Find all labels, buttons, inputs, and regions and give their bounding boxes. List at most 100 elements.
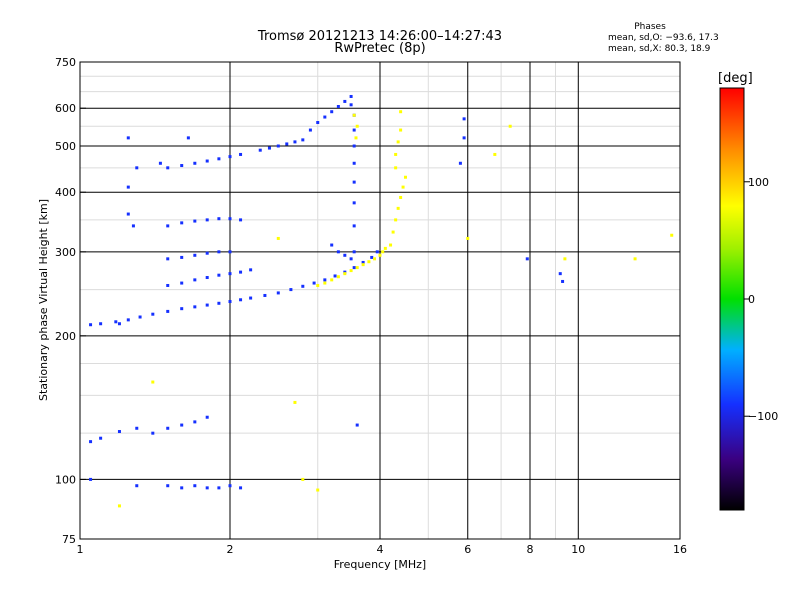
- o-mode-point: [352, 224, 356, 228]
- o-mode-point: [276, 291, 280, 295]
- colorbar-tick-label: −100: [748, 410, 778, 423]
- x-mode-point: [383, 246, 387, 250]
- x-mode-point: [508, 124, 512, 128]
- chart-title: Tromsø 20121213 14:26:00–14:27:43: [257, 29, 503, 44]
- o-mode-point: [349, 257, 353, 261]
- y-tick-label: 600: [55, 102, 76, 115]
- x-tick-label: 8: [527, 543, 534, 556]
- o-mode-point: [114, 320, 118, 324]
- o-mode-point: [228, 250, 232, 254]
- o-mode-point: [166, 224, 170, 228]
- x-mode-point: [323, 281, 327, 285]
- x-mode-point: [381, 250, 385, 254]
- x-mode-point: [352, 113, 356, 117]
- o-mode-point: [166, 257, 170, 261]
- o-mode-point: [180, 307, 184, 311]
- x-mode-point: [493, 152, 497, 156]
- o-mode-point: [285, 142, 289, 146]
- stats-x-line: mean, sd,X: 80.3, 18.9: [608, 44, 711, 54]
- x-mode-point: [401, 185, 405, 189]
- y-tick-label: 500: [55, 140, 76, 153]
- x-tick-label: 6: [464, 543, 471, 556]
- o-mode-point: [126, 318, 130, 322]
- x-tick-label: 10: [571, 543, 585, 556]
- x-mode-point: [389, 243, 393, 247]
- o-mode-point: [205, 303, 209, 307]
- o-mode-point: [217, 250, 221, 254]
- o-mode-point: [217, 486, 221, 490]
- o-mode-point: [151, 312, 155, 316]
- o-mode-point: [205, 415, 209, 419]
- y-tick-label: 75: [62, 533, 76, 546]
- o-mode-point: [343, 253, 347, 257]
- o-mode-point: [301, 138, 305, 142]
- o-mode-point: [89, 323, 93, 327]
- o-mode-point: [126, 212, 130, 216]
- o-mode-point: [217, 273, 221, 277]
- o-mode-point: [301, 284, 305, 288]
- o-mode-point: [131, 224, 135, 228]
- o-mode-point: [352, 266, 356, 270]
- o-mode-point: [180, 423, 184, 427]
- o-mode-point: [126, 136, 130, 140]
- x-mode-point: [355, 266, 359, 270]
- o-mode-point: [193, 161, 197, 165]
- o-mode-point: [323, 115, 327, 119]
- o-mode-point: [558, 272, 562, 276]
- o-mode-point: [205, 251, 209, 255]
- o-mode-point: [228, 300, 232, 304]
- y-tick-label: 300: [55, 246, 76, 259]
- o-mode-point: [263, 293, 267, 297]
- stats-title: Phases: [634, 22, 666, 32]
- chart-subtitle: RwPretec (8p): [334, 41, 426, 56]
- o-mode-point: [193, 484, 197, 488]
- o-mode-point: [228, 272, 232, 276]
- x-mode-point: [399, 195, 403, 199]
- x-mode-point: [354, 136, 358, 140]
- o-mode-point: [249, 296, 253, 300]
- o-mode-point: [135, 166, 139, 170]
- o-mode-point: [166, 426, 170, 430]
- o-mode-point: [151, 431, 155, 435]
- o-mode-point: [330, 243, 334, 247]
- stats-o-line: mean, sd,O: −93.6, 17.3: [608, 33, 719, 43]
- x-mode-point: [378, 253, 382, 257]
- o-mode-point: [361, 260, 365, 264]
- o-mode-point: [323, 278, 327, 282]
- o-mode-point: [193, 305, 197, 309]
- colorbar-tick-label: 0: [748, 293, 755, 306]
- x-mode-point: [330, 278, 334, 282]
- o-mode-point: [228, 217, 232, 221]
- colorbar: [719, 87, 745, 511]
- o-mode-point: [239, 298, 243, 302]
- y-tick-label: 100: [55, 473, 76, 486]
- o-mode-point: [180, 164, 184, 168]
- o-mode-point: [193, 420, 197, 424]
- o-mode-point: [352, 128, 356, 132]
- o-mode-point: [126, 185, 130, 189]
- o-mode-point: [166, 166, 170, 170]
- o-mode-point: [205, 276, 209, 280]
- x-mode-point: [394, 152, 398, 156]
- o-mode-point: [135, 426, 139, 430]
- x-mode-point: [563, 257, 567, 261]
- o-mode-point: [336, 105, 340, 109]
- x-mode-point: [336, 275, 340, 279]
- o-mode-point: [343, 99, 347, 103]
- o-mode-point: [525, 257, 529, 261]
- o-mode-point: [166, 309, 170, 313]
- o-mode-point: [330, 110, 334, 114]
- x-axis-label: Frequency [MHz]: [334, 558, 426, 571]
- o-mode-point: [193, 219, 197, 223]
- x-mode-point: [361, 263, 365, 267]
- o-mode-point: [217, 301, 221, 305]
- o-mode-point: [561, 279, 565, 283]
- x-mode-point: [633, 257, 637, 261]
- o-mode-point: [217, 217, 221, 221]
- o-mode-point: [99, 322, 103, 326]
- o-mode-point: [180, 281, 184, 285]
- o-mode-point: [158, 161, 162, 165]
- x-mode-point: [367, 260, 371, 264]
- o-mode-point: [205, 486, 209, 490]
